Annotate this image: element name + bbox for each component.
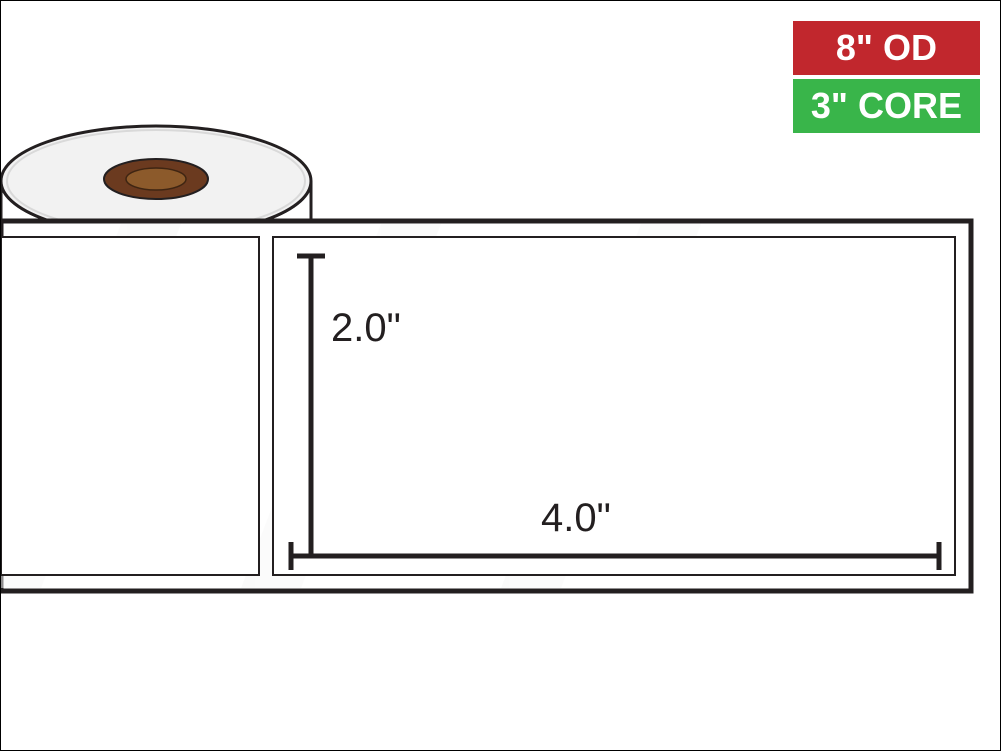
label-roll-diagram: 2.0" 4.0" <box>1 1 1001 752</box>
label-strip <box>1 221 971 591</box>
width-label: 4.0" <box>541 496 611 540</box>
height-label: 2.0" <box>331 306 401 350</box>
